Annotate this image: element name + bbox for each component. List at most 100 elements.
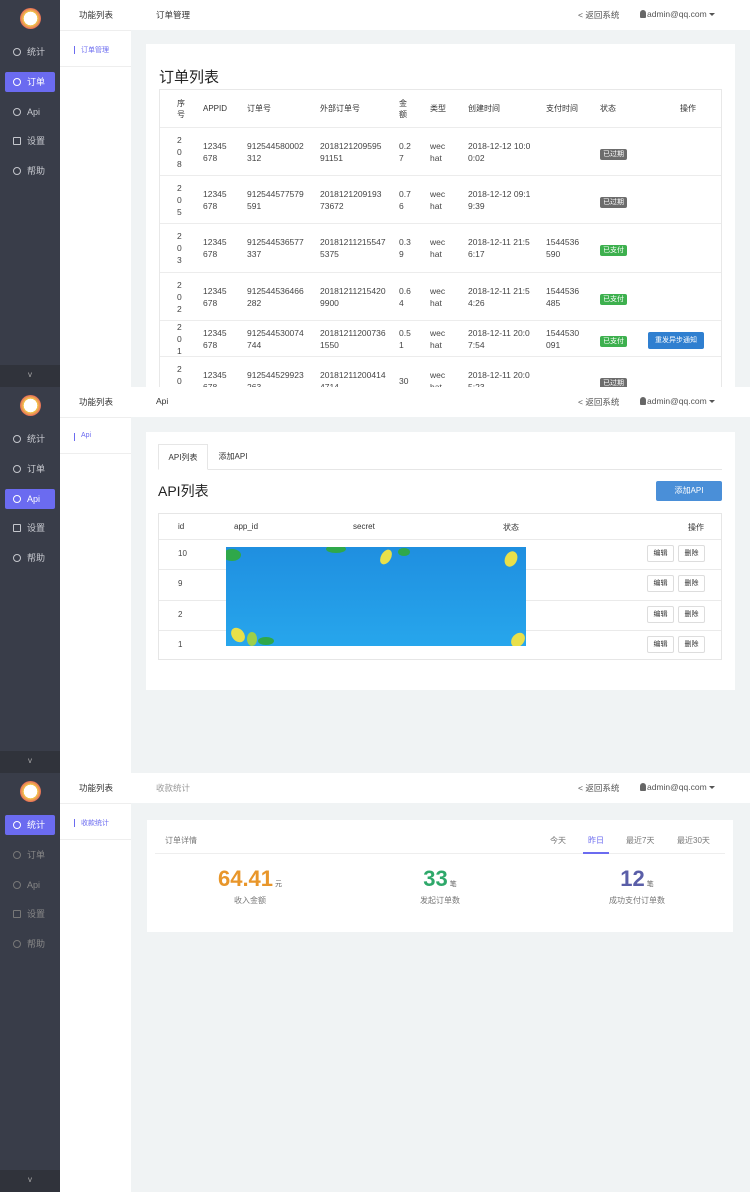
row-button[interactable]: 删除	[678, 605, 705, 623]
menu-icon	[13, 910, 21, 919]
cell: 0.76	[399, 188, 430, 212]
submenu-marker	[74, 819, 75, 827]
cell: 912544529923263	[247, 369, 320, 388]
cell-text: wechat	[430, 327, 446, 350]
cell: 30	[399, 375, 430, 387]
menu-label: 设置	[27, 523, 46, 534]
submenu-item[interactable]: Api	[81, 432, 92, 439]
menu-label: 统计	[27, 820, 46, 830]
range-tab[interactable]: 最近30天	[677, 836, 710, 845]
menu-item[interactable]: 订单	[5, 845, 55, 865]
menu-item[interactable]: 设置	[5, 904, 55, 924]
cell-text: 2018-12-12 09:19:39	[468, 188, 531, 211]
cell-text: 200	[177, 363, 182, 386]
range-tab[interactable]: 最近7天	[626, 836, 655, 845]
cell-text: 201812112004144714	[320, 369, 386, 388]
cell: 已过期	[600, 372, 648, 387]
back-link[interactable]: < 返回系统	[578, 397, 620, 407]
row-button[interactable]: 编辑	[647, 545, 674, 562]
order-row: 202 12345678 912544536466282 20181211215420…	[160, 273, 721, 321]
stat-value-wrap: 64.41 元	[170, 866, 330, 892]
notify-button[interactable]: 重发异步通知	[648, 331, 704, 349]
row-button[interactable]: 删除	[678, 575, 705, 593]
tab-line	[158, 469, 722, 470]
status-badge: 已支付	[600, 335, 627, 347]
row-button[interactable]: 编辑	[647, 605, 674, 623]
sidebar-toggle[interactable]: v	[0, 751, 60, 773]
add-button[interactable]: 添加API	[656, 481, 722, 501]
submenu-title: 功能列表	[79, 10, 114, 20]
sidebar-toggle[interactable]: v	[0, 365, 60, 387]
tab-underline	[583, 852, 609, 854]
submenu-item[interactable]: 收款统计	[81, 820, 109, 827]
cell: 205	[177, 182, 203, 218]
logo	[20, 781, 41, 802]
submenu-item[interactable]: 订单管理	[81, 47, 109, 54]
cell: wechat	[430, 140, 468, 164]
menu-item[interactable]: Api	[5, 102, 55, 122]
cell-text: 0.76	[399, 188, 411, 211]
column-header: 金额	[399, 98, 407, 119]
user-name[interactable]: admin@qq.com	[647, 782, 707, 792]
cell: 1544530091	[546, 327, 600, 351]
cell: 12345678	[203, 369, 247, 388]
menu-item[interactable]: 设置	[5, 518, 55, 538]
range-tab[interactable]: 昨日	[588, 836, 604, 845]
menu-item[interactable]: 设置	[5, 131, 55, 151]
sidebar: 统计订单 Api 设置帮助 v	[0, 387, 60, 773]
menu-item[interactable]: 统计	[5, 429, 55, 449]
row-button[interactable]: 删除	[678, 545, 705, 562]
cell-text: 912544530074744	[247, 327, 304, 350]
toggle-label: v	[28, 370, 32, 379]
tab[interactable]: API列表	[158, 444, 208, 470]
column-header: 订单号	[247, 104, 271, 113]
cell-text: wechat	[430, 237, 446, 259]
api-table: id app_id secret 状态 操作 10 编辑 删除 9 编辑 删除 2 编辑 删除 1 编辑 删除	[158, 513, 722, 660]
menu-item[interactable]: 帮助	[5, 161, 55, 181]
range-tab[interactable]: 今天	[550, 836, 566, 845]
user-name[interactable]: admin@qq.com	[647, 396, 707, 406]
cell-text: 0.64	[399, 285, 411, 308]
cell-text: 201812112007361550	[320, 327, 386, 350]
menu-label: 订单	[27, 76, 46, 87]
column-header: 类型	[430, 104, 446, 113]
row-button[interactable]: 删除	[678, 635, 705, 653]
sidebar-toggle[interactable]: v	[0, 1170, 60, 1192]
tab[interactable]: 添加API	[218, 452, 248, 461]
cell: 912544536466282	[247, 285, 320, 309]
menu-item[interactable]: 统计	[5, 815, 55, 835]
cell: 201812120959591151	[320, 140, 399, 164]
column-header: id	[178, 522, 185, 531]
api-id: 2	[178, 609, 183, 619]
back-link[interactable]: < 返回系统	[578, 783, 620, 793]
menu-item[interactable]: 订单	[5, 459, 55, 479]
header-row: 序号 APPID 订单号 外部订单号 金额 类型 创建时间 支付时间 状态 操作	[160, 90, 721, 128]
menu-item[interactable]: Api	[5, 875, 55, 895]
column-header: APPID	[203, 104, 228, 113]
menu-item[interactable]: 统计	[5, 42, 55, 62]
cell-text: 0.39	[399, 237, 411, 259]
divider	[60, 839, 131, 840]
menu-item[interactable]: Api	[5, 488, 55, 509]
submenu-marker	[74, 433, 75, 441]
menu-icon	[13, 167, 21, 176]
api-id: 1	[178, 639, 183, 649]
user-icon	[640, 397, 646, 405]
cell-text: wechat	[430, 285, 446, 308]
cell: wechat	[430, 188, 468, 212]
row-button[interactable]: 编辑	[647, 635, 674, 653]
menu-item[interactable]: 帮助	[5, 548, 55, 568]
cell: 类型	[430, 103, 468, 114]
user-name[interactable]: admin@qq.com	[647, 9, 707, 19]
cell-text: 1544536485	[546, 285, 580, 308]
row-button[interactable]: 编辑	[647, 575, 674, 593]
user-caret	[709, 786, 715, 789]
cell: 状态	[600, 103, 648, 114]
menu-label: 订单	[27, 849, 46, 860]
cell-text: 201812112155475375	[320, 237, 386, 259]
back-link[interactable]: < 返回系统	[578, 10, 620, 20]
cell-text: 2018-12-11 20:05:23	[468, 369, 530, 388]
menu-item[interactable]: 帮助	[5, 934, 55, 954]
menu-item[interactable]: 订单	[5, 71, 55, 92]
menu-label: 帮助	[27, 553, 46, 564]
